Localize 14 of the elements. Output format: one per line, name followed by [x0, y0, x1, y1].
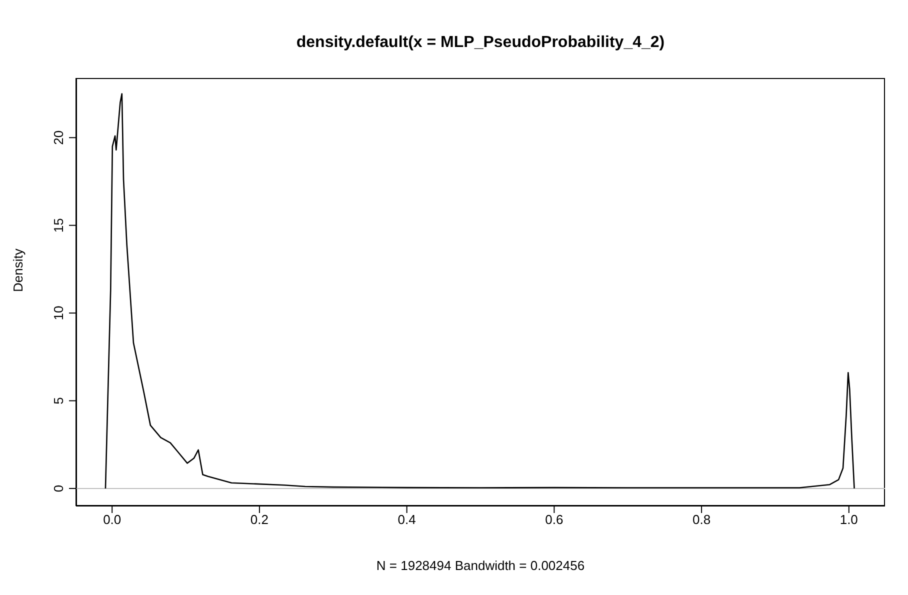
x-tick-label: 0.2 [250, 512, 268, 528]
y-tick-label: 5 [51, 397, 66, 404]
y-tick-label: 20 [51, 130, 66, 145]
x-tick-label: 0.6 [545, 512, 564, 528]
x-axis-title: N = 1928494 Bandwidth = 0.002456 [376, 558, 585, 573]
y-tick-label: 10 [51, 306, 66, 320]
x-tick-label: 1.0 [840, 512, 858, 528]
y-tick-label: 0 [51, 484, 66, 492]
x-tick-label: 0.8 [692, 512, 711, 528]
x-tick-label: 0.4 [398, 512, 416, 528]
chart-title: density.default(x = MLP_PseudoProbability_4_2) [295, 34, 666, 52]
y-axis-title: Density [10, 248, 26, 292]
y-tick-label: 15 [51, 218, 66, 233]
x-tick-label: 0.0 [103, 512, 122, 528]
